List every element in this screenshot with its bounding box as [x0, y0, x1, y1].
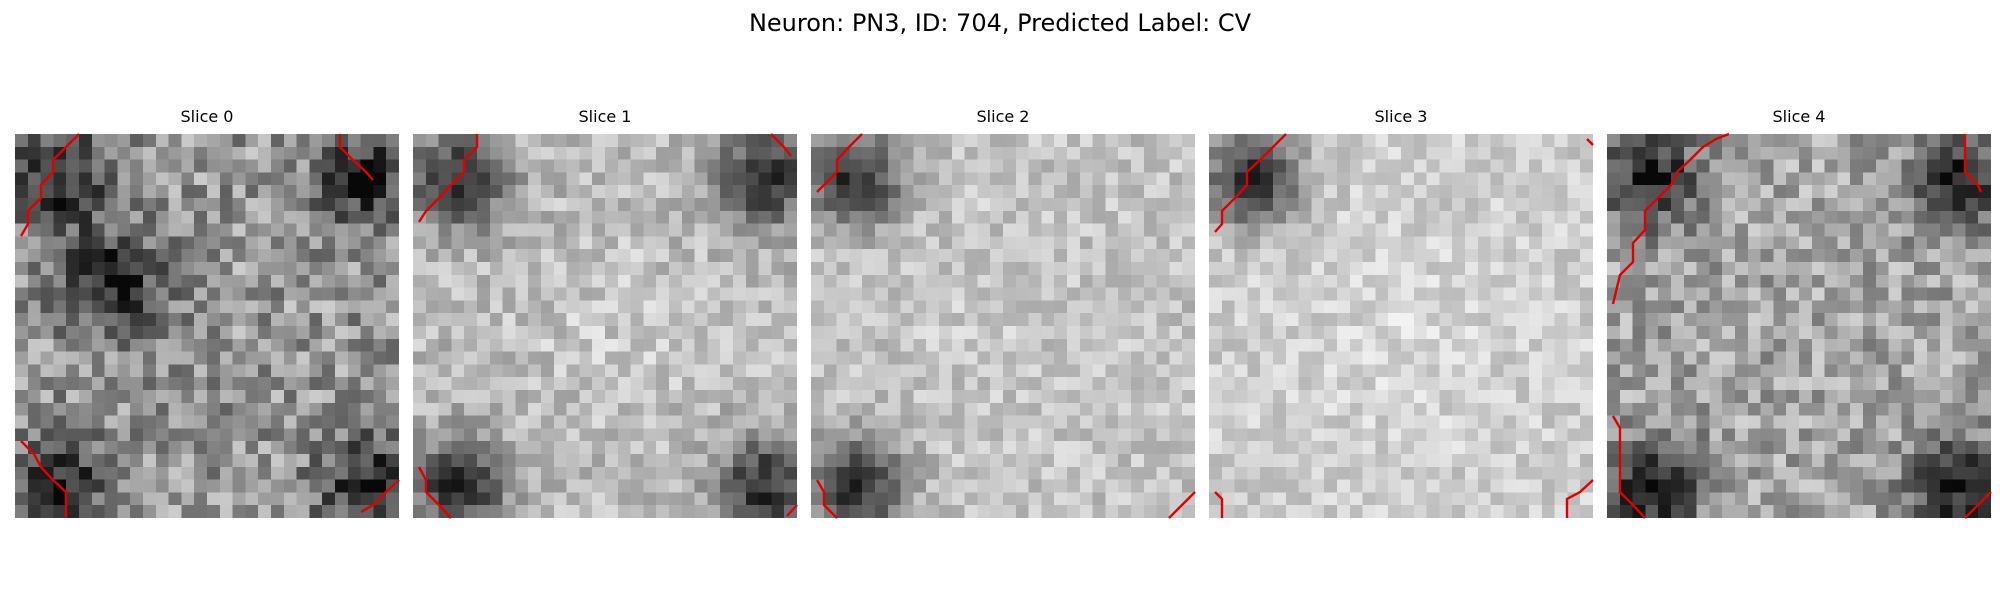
- contour-line: [19, 133, 80, 237]
- contour-overlay: [1214, 133, 1594, 518]
- contour-overlay: [19, 133, 400, 518]
- contour-overlay: [815, 133, 1196, 519]
- contour-line: [1565, 479, 1594, 518]
- slice-title: Slice 3: [1374, 107, 1428, 126]
- contour-overlay: [417, 133, 798, 519]
- contour-line: [417, 466, 452, 519]
- contour-line: [360, 479, 400, 514]
- contour-line: [1963, 134, 1983, 193]
- contour-overlay: [1611, 132, 1992, 519]
- slice-image: [811, 134, 1195, 518]
- figure-title: Neuron: PN3, ID: 704, Predicted Label: C…: [748, 9, 1252, 37]
- contour-line: [816, 133, 863, 193]
- contour-line: [1168, 491, 1196, 519]
- contour-line: [1214, 491, 1224, 518]
- contour-line: [20, 440, 68, 518]
- contour-line: [1586, 138, 1594, 146]
- slice-panel-0: Slice 0: [15, 107, 400, 519]
- contour-line: [770, 133, 792, 157]
- contour-line: [417, 134, 479, 223]
- slice-title: Slice 1: [578, 107, 632, 126]
- slice-image: [1607, 134, 1991, 518]
- slice-panel-3: Slice 3: [1209, 107, 1594, 519]
- contour-line: [786, 504, 798, 517]
- contour-line: [1214, 133, 1287, 233]
- contour-line: [815, 479, 838, 519]
- contour-line: [338, 134, 374, 181]
- slice-title: Slice 0: [180, 107, 234, 126]
- slice-panel-2: Slice 2: [811, 107, 1196, 519]
- slice-panel-1: Slice 1: [413, 107, 798, 519]
- slice-title: Slice 4: [1772, 107, 1826, 126]
- slice-image: [1209, 134, 1593, 518]
- contour-line: [1611, 132, 1730, 305]
- slice-image: [413, 134, 797, 518]
- contour-line: [1611, 415, 1646, 519]
- slice-image: [15, 134, 399, 518]
- contour-line: [1964, 491, 1992, 519]
- slice-title: Slice 2: [976, 107, 1030, 126]
- slice-panel-4: Slice 4: [1607, 107, 1992, 519]
